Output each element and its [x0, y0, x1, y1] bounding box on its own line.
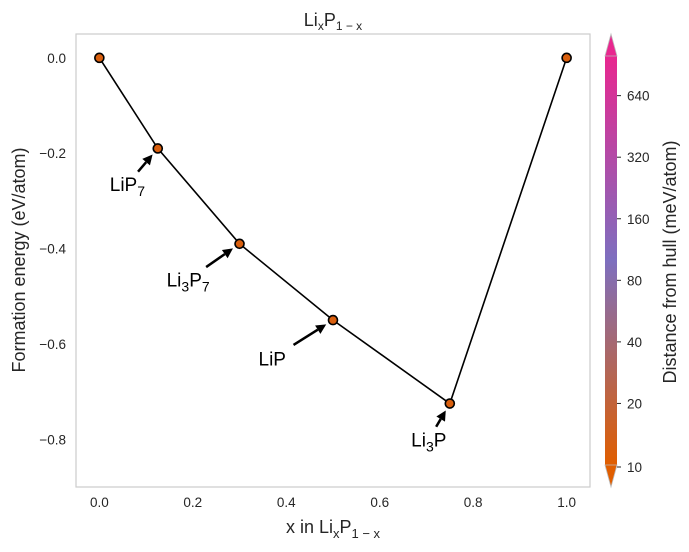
x-axis-ticks: 0.0 0.2 0.4 0.6 0.8 1.0	[90, 495, 576, 510]
colorbar-tick-label: 640	[627, 89, 650, 104]
x-tick-label: 0.0	[90, 495, 109, 510]
annotations: LiP7 Li3P7 LiP Li3P	[110, 154, 446, 454]
annotation-arrow-shaft	[292, 328, 319, 346]
colorbar-tick-label: 160	[627, 212, 650, 227]
colorbar-ticks: 10 20 40 80 160 320 640	[617, 89, 650, 475]
y-tick-label: −0.2	[39, 146, 66, 161]
x-tick-label: 0.8	[464, 495, 483, 510]
annotation-label: LiP7	[110, 175, 145, 199]
annotation-label: LiP	[259, 349, 286, 370]
x-tick-label: 1.0	[557, 495, 576, 510]
data-point	[444, 398, 456, 409]
y-tick-label: 0.0	[47, 51, 66, 66]
y-tick-label: −0.4	[39, 242, 66, 257]
colorbar-tick-label: 10	[627, 460, 642, 475]
data-point	[327, 314, 339, 326]
data-point	[152, 143, 164, 154]
y-axis-ticks: 0.0 −0.2 −0.4 −0.6 −0.8	[39, 51, 66, 447]
series-line	[98, 57, 568, 405]
data-points	[94, 52, 572, 409]
annotation-arrow-head	[315, 324, 327, 334]
annotation-label: Li3P7	[167, 271, 210, 295]
y-tick-label: −0.6	[39, 337, 66, 352]
annotation-arrow-shaft	[435, 418, 442, 428]
colorbar-tick-label: 40	[627, 335, 642, 350]
x-tick-label: 0.6	[370, 495, 389, 510]
colorbar-tick-label: 20	[627, 396, 642, 411]
annotation-arrow-head	[436, 410, 446, 422]
y-axis-label: Formation energy (eV/atom)	[9, 147, 29, 372]
annotation-label: Li3P	[411, 430, 446, 454]
colorbar: 10 20 40 80 160 320 640 Distance from hull (me…	[604, 32, 680, 489]
data-point	[94, 52, 105, 64]
colorbar-extend-top	[604, 32, 618, 57]
data-point	[234, 238, 245, 250]
data-point	[561, 52, 572, 64]
colorbar-gradient	[605, 56, 617, 465]
annotation-arrow-head	[221, 248, 233, 259]
colorbar-extend-bottom	[604, 464, 618, 489]
colorbar-tick-label: 80	[627, 273, 642, 288]
x-tick-label: 0.2	[183, 495, 202, 510]
x-axis-label: x in LixP1 − x	[286, 517, 381, 541]
colorbar-label: Distance from hull (meV/atom)	[660, 140, 680, 383]
annotation-arrow-head	[142, 154, 153, 166]
colorbar-tick-label: 320	[627, 150, 650, 165]
x-tick-label: 0.4	[277, 495, 296, 510]
annotation-arrow-shaft	[137, 161, 148, 173]
chart-title: LixP1 − x	[304, 10, 362, 33]
plot-area	[75, 33, 591, 488]
y-tick-label: −0.8	[39, 432, 66, 447]
annotation-arrow-shaft	[205, 253, 226, 269]
